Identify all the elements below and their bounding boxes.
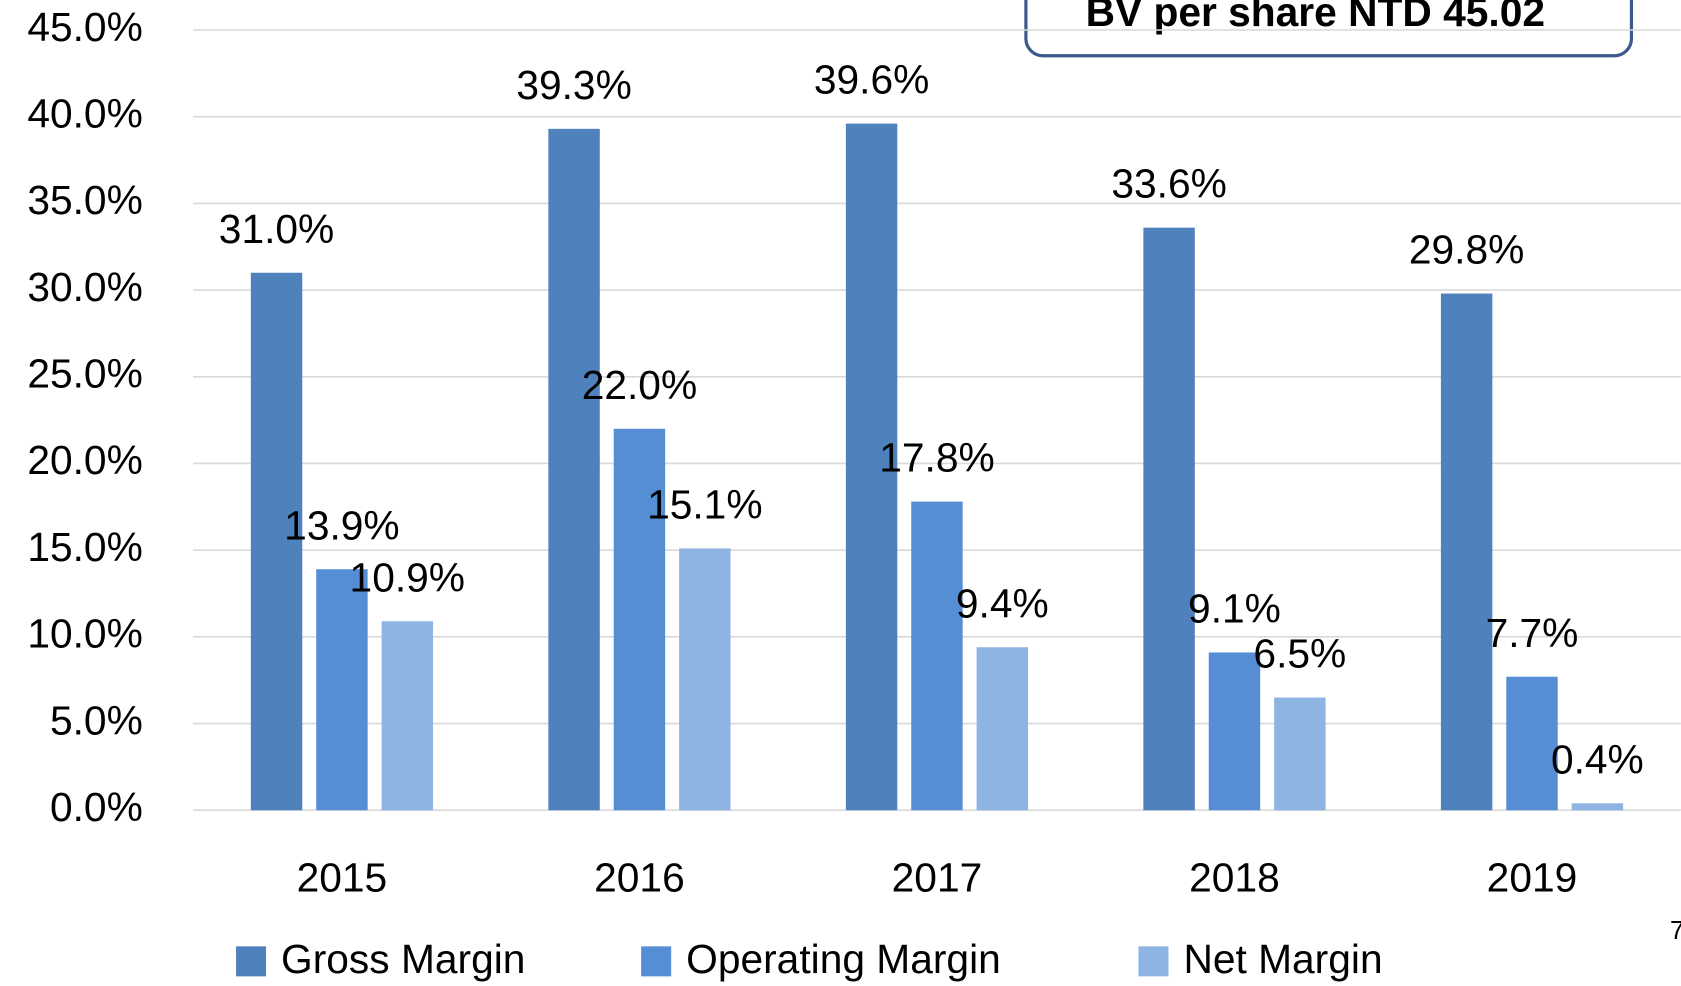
- legend-swatch: [641, 946, 672, 977]
- y-tick-label: 45.0%: [27, 4, 142, 50]
- bar: [613, 428, 666, 811]
- annotation: BV per share NTD 45.02: [1086, 0, 1545, 35]
- bar: [911, 501, 963, 811]
- bar: [1208, 652, 1261, 811]
- bar: [1571, 803, 1624, 811]
- bar: [316, 569, 368, 811]
- y-tick-label: 0.0%: [50, 784, 143, 830]
- data-label: 17.8%: [879, 435, 994, 481]
- bar: [1440, 293, 1493, 811]
- bar: [845, 123, 898, 811]
- data-label: 10.9%: [350, 554, 465, 600]
- x-tick-label: 2018: [1189, 855, 1280, 901]
- data-label: 9.1%: [1188, 585, 1281, 631]
- bar: [1274, 697, 1326, 811]
- y-tick-label: 30.0%: [27, 264, 142, 310]
- bar: [1506, 676, 1558, 811]
- y-tick-label: 25.0%: [27, 351, 142, 397]
- bar: [548, 128, 600, 811]
- bar: [1143, 227, 1195, 811]
- data-label: 39.6%: [814, 57, 929, 103]
- x-tick-label: 2015: [297, 855, 388, 901]
- legend-label: Operating Margin: [686, 936, 1001, 982]
- data-label: 0.4%: [1551, 736, 1644, 782]
- bar: [976, 647, 1029, 811]
- y-tick-label: 5.0%: [50, 697, 143, 743]
- data-label: 13.9%: [284, 502, 399, 548]
- data-label: 29.8%: [1409, 227, 1524, 273]
- y-tick-label: 20.0%: [27, 437, 142, 483]
- x-tick-label: 2016: [594, 855, 685, 901]
- bar: [250, 272, 303, 811]
- y-tick-label: 40.0%: [27, 90, 142, 136]
- data-label: 7.7%: [1486, 610, 1579, 656]
- legend-swatch: [236, 946, 267, 977]
- data-label: 33.6%: [1111, 161, 1226, 207]
- data-label: 39.3%: [516, 62, 631, 108]
- x-tick-label: 2019: [1487, 855, 1578, 901]
- legend-label: Gross Margin: [281, 936, 525, 982]
- bar: [381, 621, 434, 811]
- legend-swatch: [1138, 946, 1169, 977]
- data-label: 31.0%: [219, 206, 334, 252]
- annotation-box: [1024, 0, 1634, 58]
- data-label: 15.1%: [647, 481, 762, 527]
- legend-label: Net Margin: [1183, 936, 1382, 982]
- y-tick-label: 35.0%: [27, 177, 142, 223]
- data-label: 9.4%: [956, 580, 1049, 626]
- page-number: 7: [1670, 917, 1681, 945]
- data-label: 22.0%: [582, 362, 697, 408]
- y-tick-label: 15.0%: [27, 524, 142, 570]
- x-tick-label: 2017: [892, 855, 983, 901]
- y-tick-label: 10.0%: [27, 611, 142, 657]
- bar: [679, 548, 731, 811]
- data-label: 6.5%: [1253, 631, 1346, 677]
